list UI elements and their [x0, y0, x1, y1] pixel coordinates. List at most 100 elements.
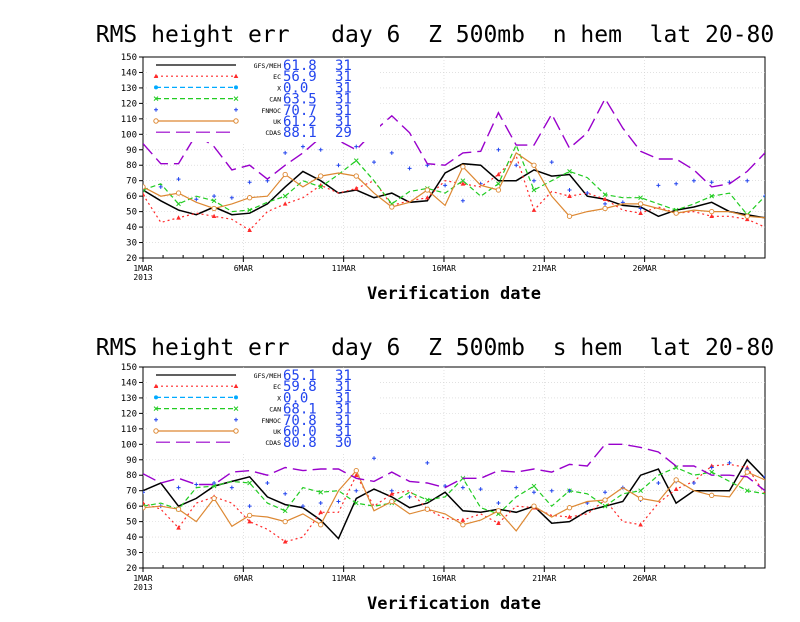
- data-point: [176, 215, 181, 220]
- series-gfsmeh: [143, 458, 765, 540]
- legend-marker: [153, 428, 159, 434]
- legend-marker: [154, 395, 158, 400]
- data-point: [673, 465, 679, 470]
- data-point: [567, 193, 572, 198]
- data-point: [247, 519, 252, 524]
- y-tick-label: 70: [126, 177, 137, 187]
- data-point: [566, 213, 573, 219]
- legend-series-mean: 70.7: [283, 103, 317, 119]
- data-point: [744, 213, 750, 219]
- s-hem-rms-chart: RMS height err day 6 Z 500mb s hem lat 2…: [96, 335, 775, 614]
- legend-series-count: 31: [335, 69, 352, 85]
- x-axis-label: Verification date: [367, 594, 541, 614]
- data-point: [283, 491, 288, 496]
- x-tick-sublabel: 2013: [133, 583, 152, 592]
- data-point: [495, 508, 502, 514]
- data-point: [282, 518, 288, 525]
- legend-series-mean: 56.9: [283, 69, 317, 85]
- chart-title: RMS height err day 6 Z 500mb s hem lat 2…: [96, 335, 775, 361]
- data-point: [211, 213, 217, 219]
- legend-series-name: X: [277, 84, 281, 92]
- data-point: [143, 192, 146, 197]
- data-point: [246, 195, 253, 201]
- data-point: [407, 166, 412, 171]
- y-tick-label: 140: [121, 68, 137, 78]
- y-tick-label: 30: [126, 549, 137, 559]
- data-point: [744, 216, 750, 222]
- series-line: [143, 469, 765, 532]
- data-point: [602, 503, 608, 509]
- legend-marker: [153, 383, 159, 388]
- series-line: [143, 466, 765, 515]
- x-tick-label: 21MAR: [532, 264, 556, 273]
- data-point: [460, 485, 465, 490]
- legend: GFS/MEH 61.8 31 EC 56.9 31 X 0.0 31 CAN 63.5 31 FNMO…: [148, 58, 380, 142]
- data-point: [389, 488, 394, 493]
- legend-series-mean: 88.1: [283, 125, 317, 141]
- data-point: [709, 180, 714, 185]
- data-point: [460, 198, 465, 203]
- data-point: [158, 184, 163, 189]
- legend-series-mean: 60.0: [283, 424, 317, 440]
- data-point: [656, 480, 661, 485]
- legend-series-name: EC: [273, 383, 281, 391]
- y-tick-label: 60: [126, 192, 137, 202]
- data-point: [691, 480, 696, 485]
- x-tick-label: 26MAR: [633, 574, 657, 583]
- data-point: [531, 187, 537, 193]
- legend-marker: [234, 85, 238, 90]
- legend-marker: [233, 73, 239, 78]
- legend-marker: [233, 96, 239, 101]
- data-point: [638, 210, 643, 215]
- data-point: [336, 499, 341, 504]
- x-tick-label: 6MAR: [234, 264, 253, 273]
- data-point: [531, 490, 536, 495]
- data-point: [407, 494, 412, 499]
- data-point: [353, 467, 359, 474]
- data-point: [247, 480, 252, 486]
- legend-series-count: 31: [335, 80, 352, 96]
- data-point: [372, 160, 377, 165]
- data-point: [709, 492, 715, 498]
- legend-marker: [233, 383, 239, 388]
- data-point: [283, 150, 288, 155]
- legend-marker: [154, 107, 158, 112]
- data-point: [247, 504, 252, 509]
- series-uk: [143, 467, 765, 532]
- series-line: [143, 458, 765, 540]
- legend-series-name: FNMOC: [261, 107, 281, 115]
- plot-area: [143, 443, 765, 544]
- legend-series-name: CAN: [269, 406, 281, 414]
- y-tick-label: 130: [121, 84, 137, 94]
- data-point: [460, 181, 466, 186]
- data-point: [602, 192, 608, 197]
- data-point: [709, 213, 714, 219]
- data-point: [353, 173, 359, 179]
- legend-series-mean: 61.2: [283, 114, 317, 130]
- legend-box: [148, 368, 380, 452]
- legend-series-count: 31: [335, 390, 352, 406]
- y-tick-label: 20: [126, 564, 137, 574]
- legend-marker: [234, 395, 238, 400]
- y-tick-label: 110: [121, 425, 137, 435]
- data-point: [709, 465, 714, 470]
- data-point: [300, 504, 305, 509]
- data-point: [318, 173, 324, 179]
- y-tick-label: 130: [121, 394, 137, 404]
- data-point: [353, 472, 359, 478]
- data-point: [496, 501, 501, 506]
- data-point: [709, 208, 715, 215]
- legend-marker: [233, 406, 239, 411]
- n-hem-rms-chart: RMS height err day 6 Z 500mb n hem lat 2…: [96, 22, 775, 304]
- data-point: [282, 508, 288, 514]
- y-tick-label: 50: [126, 208, 137, 218]
- legend-series-count: 29: [335, 125, 352, 141]
- chart-title: RMS height err day 6 Z 500mb n hem lat 2…: [96, 22, 775, 48]
- data-point: [424, 187, 430, 193]
- y-tick-label: 90: [126, 146, 137, 156]
- y-tick-label: 90: [126, 456, 137, 466]
- data-point: [175, 190, 182, 196]
- y-tick-label: 80: [126, 471, 137, 481]
- data-point: [425, 460, 430, 465]
